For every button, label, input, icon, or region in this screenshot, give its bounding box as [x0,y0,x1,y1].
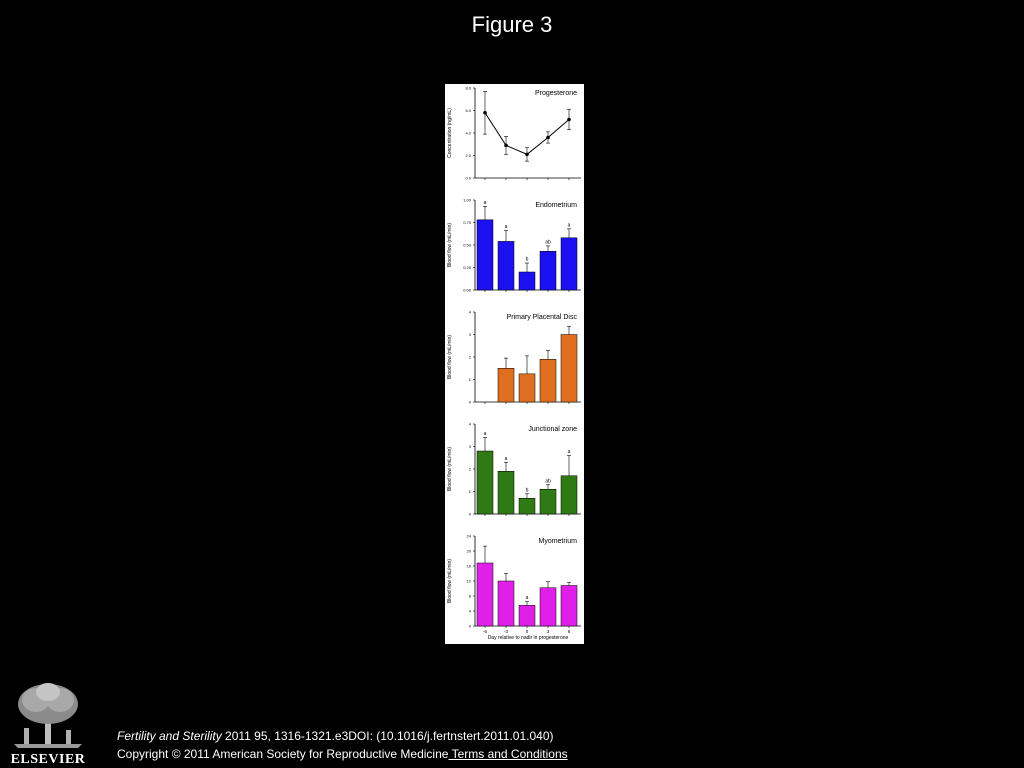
y-tick-label: 0.25 [463,265,472,270]
bar [539,359,557,403]
y-axis-label: Blood flow (mL/min) [447,335,453,380]
y-axis-label: Blood flow (mL/min) [447,559,453,604]
y-tick-label: 8 [469,594,472,599]
figure-panel: 0.0 2.0 4.0 6.0 8.0 Concentration (ng/mL) Prog… [445,84,584,644]
y-tick-label: 20 [467,549,472,554]
bar [539,489,557,515]
y-tick-label: 0.0 [465,176,471,181]
significance-letter: a [568,222,571,228]
significance-letter: a [526,595,529,601]
y-tick-label: 0.75 [463,220,472,225]
bar [497,580,515,627]
bar [518,373,536,403]
panel-title: Myometrium [538,538,577,545]
x-tick-label: -6 [483,629,487,634]
significance-letter: b [526,487,529,493]
bar [497,368,515,403]
y-tick-label: 2 [469,355,472,360]
data-point [483,110,487,115]
bar [518,498,536,515]
significance-letter: b [526,257,529,263]
logo-wordmark: ELSEVIER [10,752,86,767]
y-tick-label: 2.0 [465,153,471,158]
y-tick-label: 4 [469,310,472,315]
significance-letter: a [568,449,571,455]
y-tick-label: 8.0 [465,86,471,91]
y-tick-label: 0 [469,624,472,629]
copyright-text: Copyright © 2011 American Society for Re… [117,747,449,761]
panel-title: Endometrium [535,202,577,209]
y-tick-label: 16 [467,564,472,569]
panel-title: Progesterone [535,90,577,97]
bar [476,562,494,627]
y-tick-label: 6.0 [465,108,471,113]
panel-title: Primary Placental Disc [507,314,578,321]
x-tick-label: -3 [504,629,508,634]
data-point [567,117,571,122]
bar [539,587,557,627]
y-tick-label: 0.50 [463,243,472,248]
data-point [504,143,508,148]
y-tick-label: 24 [467,534,472,539]
copyright-line: Copyright © 2011 American Society for Re… [117,747,568,761]
bar [518,271,536,291]
y-axis-label: Blood flow (mL/min) [447,447,453,492]
y-tick-label: 12 [467,579,472,584]
y-tick-label: 0 [469,512,472,517]
significance-letter: a [505,456,508,462]
y-tick-label: 4.0 [465,131,471,136]
data-point [525,152,529,157]
bar [560,585,578,627]
y-tick-label: 4 [469,609,472,614]
bar [539,251,557,291]
citation: Fertility and Sterility 2011 95, 1316-13… [117,729,554,743]
bar [518,605,536,627]
significance-letter: ab [545,478,551,484]
slide-title: Figure 3 [471,12,553,37]
y-tick-label: 4 [469,422,472,427]
elsevier-logo: ELSEVIER [8,680,88,768]
y-tick-label: 3 [469,332,472,337]
significance-letter: a [505,224,508,230]
bar [560,475,578,515]
bar [476,450,494,515]
x-tick-label: 6 [568,629,571,634]
bar [497,241,515,291]
x-tick-label: 3 [547,629,550,634]
citation-details: 2011 95, 1316-1321.e3DOI: (10.1016/j.fer… [221,729,554,743]
y-tick-label: 1.00 [463,198,472,203]
significance-letter: a [484,431,487,437]
bar [560,334,578,403]
x-tick-label: 0 [526,629,529,634]
y-tick-label: 0 [469,400,472,405]
data-point [546,135,550,140]
bar [497,471,515,515]
y-tick-label: 0.00 [463,288,472,293]
y-axis-label: Blood flow (mL/min) [447,223,453,268]
tree-icon [14,683,82,748]
bar [476,219,494,291]
y-axis-label: Concentration (ng/mL) [447,108,453,158]
bar [560,237,578,291]
y-tick-label: 1 [469,377,472,382]
x-axis-label: Day relative to nadir in progesterone [488,635,569,641]
significance-letter: a [484,200,487,206]
y-tick-label: 1 [469,489,472,494]
y-tick-label: 3 [469,444,472,449]
y-tick-label: 2 [469,467,472,472]
panel-title: Junctional zone [528,426,577,433]
terms-link[interactable]: Terms and Conditions [448,747,568,761]
figure-svg: 0.0 2.0 4.0 6.0 8.0 Concentration (ng/mL) Prog… [447,86,581,641]
significance-letter: ab [545,239,551,245]
journal-name: Fertility and Sterility [117,729,222,743]
